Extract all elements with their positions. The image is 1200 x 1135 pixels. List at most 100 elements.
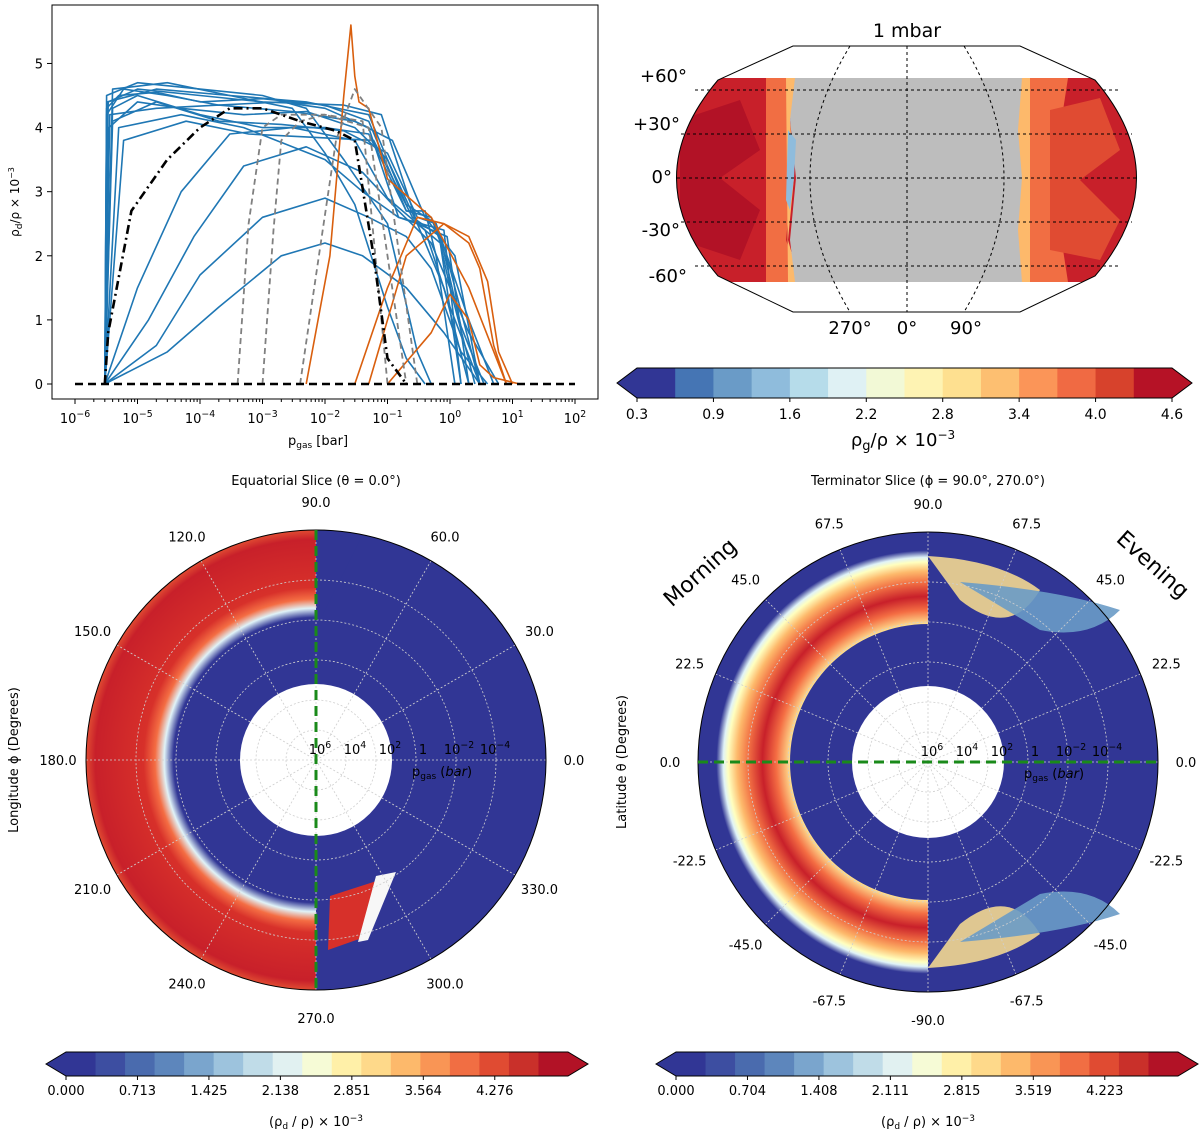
angle-label: 300.0 [426,977,463,992]
colorbar-tick-label: 0.3 [626,407,648,423]
terminator-colorbar: 0.000 0.704 1.408 2.111 2.815 3.519 4.223 [655,1051,1199,1099]
y-tick-group: 0 1 2 3 4 5 [35,57,52,393]
series-line-4 [104,101,495,385]
colorbar-tick-label: 0.000 [657,1084,694,1099]
colorbar-swatch [449,1052,481,1076]
series-line-6 [104,146,500,385]
equatorial-y-label: Longitude ϕ (Degrees) [7,687,22,833]
x-tick-group: 10−6 10−5 10−4 10−3 10−2 10−1 100 101 102 [60,399,586,427]
colorbar-swatch [243,1052,274,1076]
angle-label: -90.0 [911,1014,945,1029]
colorbar-swatch [154,1052,185,1076]
colorbar-swatch [272,1052,303,1076]
series-line-5 [104,126,481,385]
colorbar-swatch [479,1052,510,1076]
colorbar-swatch [980,368,1020,398]
x-tick-label: 10−1 [372,409,402,427]
x-tick-label: 10−6 [60,409,90,427]
colorbar-tick-label: 2.8 [932,407,954,423]
angle-label: 210.0 [74,883,111,898]
angle-label: 0.0 [660,756,681,771]
angle-label: 30.0 [525,625,554,640]
colorbar-tick-label: 2.111 [872,1084,909,1099]
lat-label-60n: +60° [640,66,687,87]
colorbar-extend-low [46,1052,66,1076]
angle-label: 0.0 [1176,756,1197,771]
colorbar-swatch [866,368,906,398]
series-line-10 [104,88,426,385]
colorbar-tick-label: 3.519 [1015,1084,1052,1099]
equatorial-angle-labels: 90.0 60.0 30.0 0.0 330.0 300.0 270.0 240.0 210.0… [39,496,584,1027]
colorbar-swatch [213,1052,244,1076]
colorbar-swatch [538,1052,569,1076]
colorbar-swatch [941,1052,972,1076]
map-title: 1 mbar [873,20,941,42]
equatorial-title: Equatorial Slice (θ = 0.0°) [231,474,401,489]
x-tick-label: 10−2 [310,409,340,427]
x-tick-label: 100 [439,409,462,427]
angle-label: -22.5 [673,855,707,870]
equatorial-colorbar-label: (ρd / ρ) × 10−3 [269,1114,363,1132]
terminator-title: Terminator Slice (ϕ = 90.0°, 270.0°) [810,474,1045,489]
angle-label: 330.0 [521,883,558,898]
series-line-2 [104,101,470,385]
colorbar-swatch [637,368,676,398]
x-tick-label: 101 [501,409,524,427]
angle-label: 22.5 [1152,657,1181,672]
terminator-dust-band [716,550,928,974]
colorbar-swatch [125,1052,156,1076]
colorbar-swatch [971,1052,1002,1076]
angle-label: 240.0 [168,977,205,992]
angle-label: 22.5 [675,657,704,672]
colorbar-swatch [1089,1052,1120,1076]
colorbar-tick-label: 2.138 [262,1084,299,1099]
colorbar-tick-label: 3.564 [405,1084,442,1099]
colorbar-swatch [789,368,829,398]
series-line-21 [261,113,408,385]
line-panel: 10−6 10−5 10−4 10−3 10−2 10−1 100 101 102 0 1 2 3 4 5… [7,4,599,451]
colorbar-swatch [676,1052,707,1076]
angle-label: -45.0 [729,938,763,953]
colorbar-swatch [508,1052,540,1076]
colorbar-swatch [853,1052,884,1076]
colorbar-tick-label: 2.851 [333,1084,370,1099]
colorbar-tick-label: 1.425 [190,1084,227,1099]
y-tick-label: 2 [35,250,43,265]
colorbar-tick-label: 2.2 [855,407,877,423]
colorbar-extend-low [617,368,637,398]
colorbar-swatch [1118,1052,1150,1076]
lat-label-60s: -60° [649,266,687,287]
colorbar-swatch [735,1052,766,1076]
colorbar-tick-label: 0.000 [47,1084,84,1099]
y-tick-label: 5 [35,57,43,72]
morning-label: Morning [659,534,742,612]
terminator-y-label: Latitude θ (Degrees) [615,695,630,829]
series-line-8 [104,242,481,385]
colorbar-swatch [764,1052,795,1076]
colorbar-swatch [1030,1052,1061,1076]
y-tick-label: 4 [35,122,43,137]
colorbar-swatch [361,1052,392,1076]
lat-label-30s: -30° [642,220,680,241]
series-line-18 [367,222,514,385]
colorbar-swatch [302,1052,333,1076]
equatorial-dust-band [86,530,317,990]
colorbar-swatch [1148,1052,1179,1076]
angle-label: 120.0 [168,531,205,546]
map-colorbar-label: ρg/ρ × 10−3 [851,428,955,454]
y-tick-label: 3 [35,186,43,201]
angle-label: 45.0 [1096,574,1125,589]
colorbar-swatch [390,1052,421,1076]
colorbar-extend-high [1178,1052,1198,1076]
series-line-17 [354,216,508,385]
colorbar-swatch [751,368,791,398]
map-panel: 1 mbar +60° +30° 0° -30° -60° 270° 0° 90… [616,20,1193,454]
colorbar-swatch [66,1052,97,1076]
angle-label: -45.0 [1094,938,1128,953]
colorbar-swatch [95,1052,126,1076]
series-line-16 [305,24,508,385]
map-fill-group [676,46,1137,312]
terminator-colorbar-label: (ρd / ρ) × 10−3 [881,1114,975,1132]
terminator-panel: Terminator Slice (ϕ = 90.0°, 270.0°) 90.… [615,474,1199,1132]
